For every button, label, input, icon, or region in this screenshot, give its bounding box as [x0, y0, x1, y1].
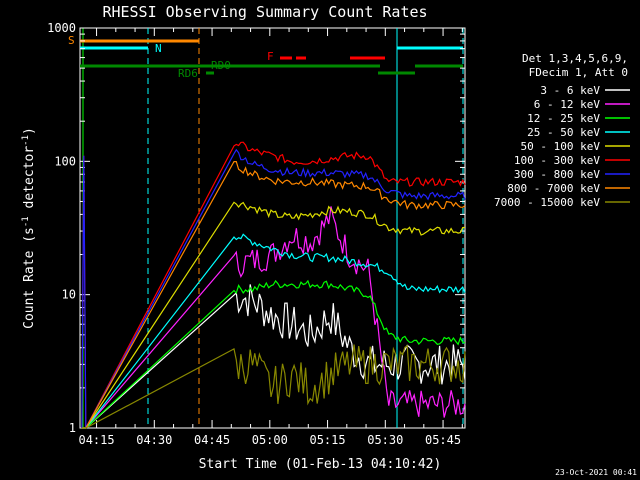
series-group — [81, 141, 466, 429]
x-tick-label: 05:15 — [309, 433, 345, 447]
x-tick-label: 05:30 — [367, 433, 403, 447]
legend-label: 25 - 50 keV — [527, 126, 600, 139]
y-tick-label: 1000 — [47, 21, 76, 35]
y-tick-label: 10 — [62, 288, 76, 302]
x-axis-label: Start Time (01-Feb-13 04:10:42) — [199, 457, 442, 472]
legend-label: 100 - 300 keV — [514, 154, 600, 167]
series-line-25-50keV — [81, 233, 466, 429]
footer-timestamp: 23-Oct-2021 00:41 — [555, 468, 637, 477]
series-line-50-100keV — [81, 201, 466, 429]
legend-header-line: FDecim 1, Att 0 — [529, 66, 628, 79]
label-RD0: RD0 — [211, 59, 231, 72]
legend-label: 800 - 7000 keV — [507, 182, 600, 195]
y-axis-label: Count Rate (s-1 detector-1) — [21, 127, 37, 329]
legend-label: 300 - 800 keV — [514, 168, 600, 181]
series-line-300-800keV — [81, 148, 466, 429]
chart-title: RHESSI Observing Summary Count Rates — [102, 3, 427, 21]
x-tick-label: 04:45 — [194, 433, 230, 447]
label-N: N — [155, 42, 162, 55]
series-line-12-25keV — [81, 279, 466, 429]
axes: 1 10 100 1000 04:15 04:30 04:45 05:00 05:15 05:30… — [47, 21, 465, 447]
series-line-100-300keV — [81, 141, 466, 429]
x-tick-label: 05:00 — [252, 433, 288, 447]
x-tick-label: 05:45 — [425, 433, 461, 447]
label-RD6: RD6 — [178, 67, 198, 80]
legend-header-line: Det 1,3,4,5,6,9, — [522, 52, 628, 65]
legend-label: 3 - 6 keV — [540, 84, 600, 97]
series-line-7000-15000keV — [81, 344, 466, 429]
series-line-3-6keV — [81, 284, 466, 429]
legend-label: 12 - 25 keV — [527, 112, 600, 125]
legend: Det 1,3,4,5,6,9,FDecim 1, Att 0 3 - 6 keV… — [494, 52, 630, 209]
label-F: F — [267, 50, 274, 63]
label-S: S — [68, 34, 75, 47]
y-tick-label: 1 — [69, 421, 76, 435]
series-line-800-7000keV — [81, 161, 466, 429]
series-line-6-12keV — [81, 206, 466, 429]
legend-label: 6 - 12 keV — [534, 98, 601, 111]
x-tick-label: 04:30 — [136, 433, 172, 447]
legend-label: 50 - 100 keV — [521, 140, 601, 153]
legend-label: 7000 - 15000 keV — [494, 196, 600, 209]
x-tick-label: 04:15 — [78, 433, 114, 447]
y-tick-label: 100 — [54, 154, 76, 168]
